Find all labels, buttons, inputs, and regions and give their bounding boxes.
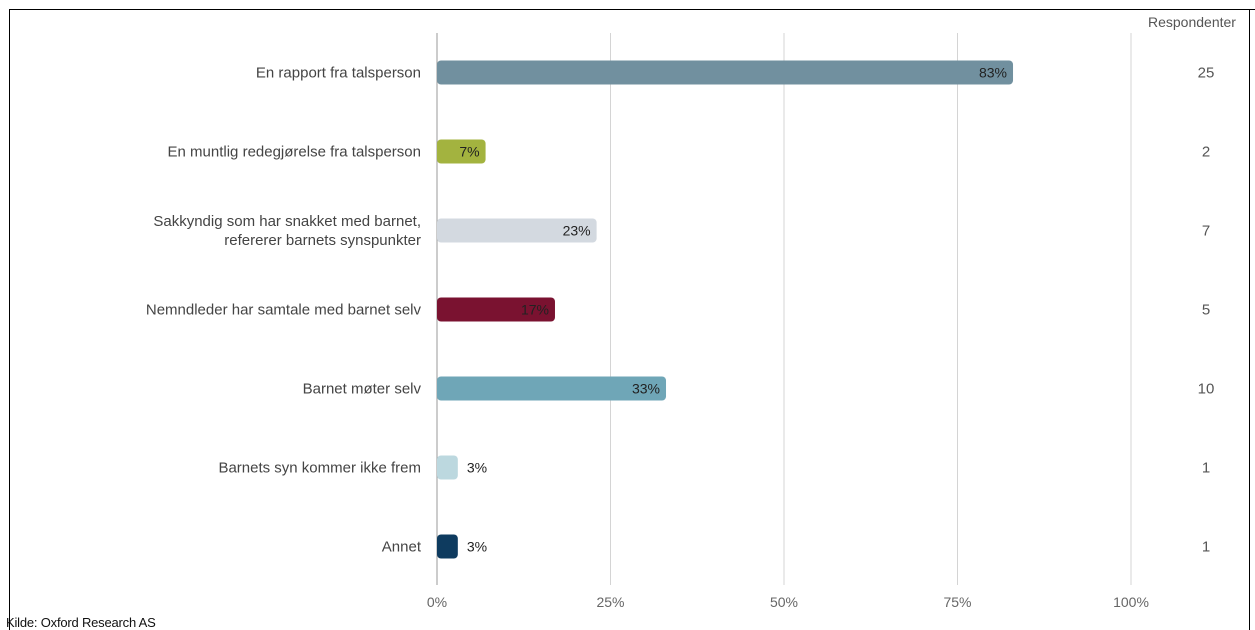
bar-value-label: 17% (521, 302, 549, 318)
bar (437, 455, 458, 480)
bar-value-label: 3% (467, 460, 487, 476)
respondent-count: 7 (1202, 223, 1210, 240)
bar (437, 218, 597, 243)
bar (437, 139, 486, 164)
x-tick-label: 100% (1113, 594, 1149, 610)
bar-value-label: 23% (563, 223, 591, 239)
bar-value-label: 33% (632, 381, 660, 397)
category-label: Annet (382, 539, 422, 556)
bar (437, 534, 458, 559)
bar (437, 60, 1014, 85)
x-tick-label: 0% (427, 594, 447, 610)
respondent-count: 1 (1202, 460, 1210, 477)
bar-value-label: 83% (979, 65, 1007, 81)
respondent-count: 1 (1202, 539, 1210, 556)
respondent-count: 25 (1198, 65, 1215, 82)
bar (437, 297, 555, 322)
category-label: Sakkyndig som har snakket med barnet, (153, 213, 421, 230)
x-tick-label: 50% (770, 594, 798, 610)
category-label: En rapport fra talsperson (256, 65, 421, 82)
category-label: En muntlig redegjørelse fra talsperson (168, 144, 421, 161)
category-label: Barnet møter selv (303, 381, 422, 398)
respondents-header: Respondenter (1148, 14, 1236, 30)
x-tick-label: 25% (596, 594, 624, 610)
respondent-count: 2 (1202, 144, 1210, 161)
respondent-count: 5 (1202, 302, 1210, 319)
x-tick-label: 75% (943, 594, 971, 610)
category-label: Barnets syn kommer ikke frem (218, 460, 421, 477)
source-note: Kilde: Oxford Research AS (6, 615, 156, 630)
respondent-count: 10 (1198, 381, 1215, 398)
bar (437, 376, 667, 401)
category-label: refererer barnets synspunkter (224, 232, 421, 249)
bar-value-label: 3% (467, 539, 487, 555)
category-label: Nemndleder har samtale med barnet selv (146, 302, 422, 319)
bar-value-label: 7% (459, 144, 479, 160)
